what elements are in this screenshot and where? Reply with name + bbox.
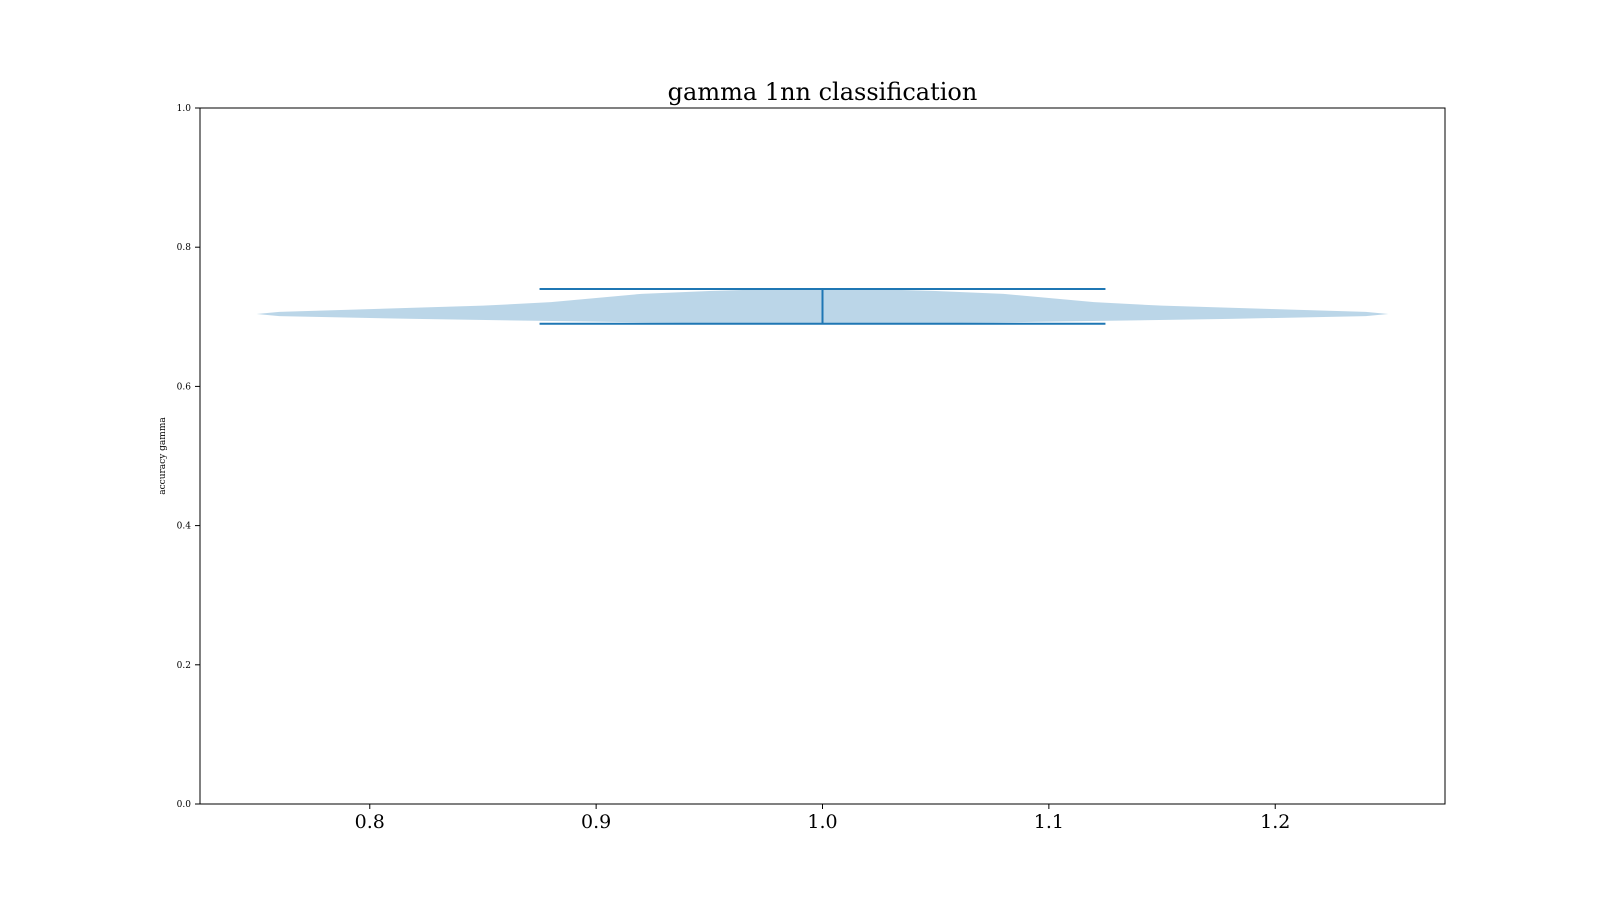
y-tick-label: 0.2 [177, 661, 191, 671]
y-axis-label: accuracy gamma [158, 417, 168, 495]
y-tick-label: 1.0 [177, 104, 192, 114]
y-axis: 0.0 0.2 0.4 0.6 0.8 1.0 [177, 104, 200, 810]
y-tick-label: 0.8 [177, 243, 192, 253]
y-tick-label: 0.4 [177, 522, 192, 532]
y-tick-label: 0.0 [177, 800, 192, 810]
chart-title: gamma 1nn classification [668, 78, 978, 106]
x-tick-label: 0.8 [355, 811, 385, 833]
plot-frame [199, 107, 1446, 805]
y-tick-label: 0.6 [177, 382, 192, 392]
x-tick-label: 1.2 [1260, 811, 1290, 833]
x-axis: 0.8 0.9 1.0 1.1 1.2 [355, 804, 1290, 833]
stats-layer [539, 287, 1106, 325]
x-tick-label: 1.1 [1034, 811, 1064, 833]
x-tick-label: 0.9 [581, 811, 611, 833]
x-tick-label: 1.0 [807, 811, 837, 833]
